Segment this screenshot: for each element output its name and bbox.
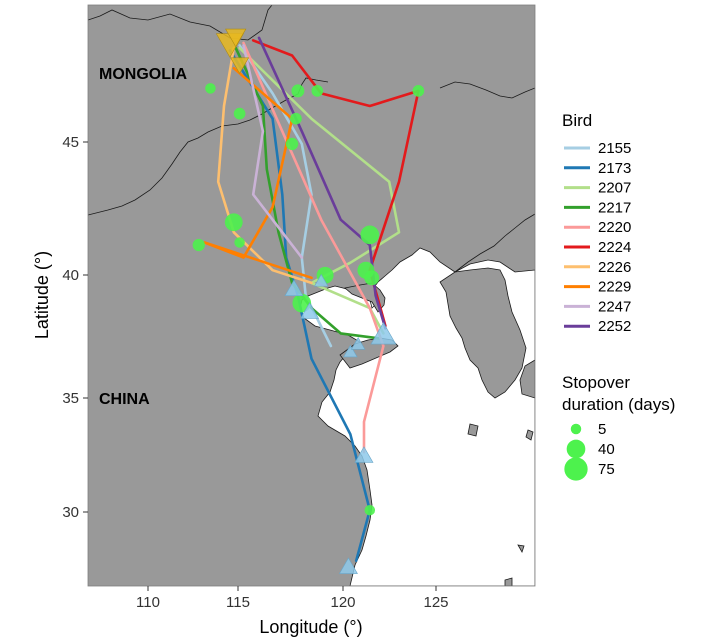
stopover-points (192, 83, 425, 516)
size-legend-dot (566, 439, 586, 459)
end-marker (338, 557, 358, 574)
y-axis-title: Latitude (°) (32, 251, 52, 339)
legend-label-2252: 2252 (598, 318, 631, 335)
stopover-point (224, 213, 243, 232)
korea-landmass (439, 267, 527, 399)
legend-label-2173: 2173 (598, 160, 631, 177)
stopover-point (311, 85, 324, 97)
legend-label-2217: 2217 (598, 199, 631, 216)
legend-label-2155: 2155 (598, 140, 631, 157)
x-tick-label: 125 (423, 594, 448, 611)
bird-legend-title: Bird (562, 111, 592, 130)
end-marker (350, 337, 366, 350)
size-legend-label: 5 (598, 421, 606, 438)
bird-legend: Bird 2155 2173 2207 2217 2220 2224 2226 2229 224… (562, 111, 631, 335)
x-tick-label: 110 (136, 594, 160, 611)
x-axis-title: Longitude (°) (259, 617, 362, 637)
start-marker (230, 57, 250, 75)
y-tick-label: 45 (62, 134, 79, 151)
x-axis: 110 115 120 125 Longitude (°) (136, 586, 449, 637)
stopover-point (290, 112, 302, 125)
stopover-point (360, 225, 380, 245)
track-2229 (203, 66, 313, 280)
island-shape (525, 429, 534, 441)
stopover-legend-title: Stopover (562, 373, 630, 392)
track-2224 (251, 39, 420, 328)
stopover-point (412, 85, 425, 97)
track-2247 (242, 44, 304, 259)
stopover-point (285, 137, 299, 151)
start-marker (225, 28, 247, 48)
end-marker (343, 344, 358, 358)
island-shape (517, 544, 525, 553)
x-tick-label: 115 (226, 594, 250, 611)
stopover-point (233, 107, 246, 120)
map-panel (88, 5, 535, 586)
y-tick-label: 30 (62, 504, 79, 521)
size-legend-label: 40 (598, 441, 615, 458)
end-marker (300, 302, 320, 319)
end-marker (354, 446, 374, 463)
stopover-legend-title: duration (days) (562, 395, 675, 414)
stopover-point (364, 504, 376, 516)
mongolia-label: MONGOLIA (99, 66, 187, 83)
island-shape (467, 423, 479, 437)
track-2217 (234, 46, 381, 340)
japan-landmass (519, 359, 535, 399)
track-2226 (216, 46, 313, 285)
end-marker (313, 273, 329, 287)
island-shape (504, 577, 513, 586)
migration-tracks (203, 36, 420, 563)
map-panel-frame (87, 4, 536, 587)
northern-border (88, 5, 273, 41)
y-tick-label: 35 (62, 390, 79, 407)
size-legend-dot (564, 457, 588, 481)
end-marker (370, 322, 397, 345)
stopover-point (364, 270, 380, 286)
legend-label-2229: 2229 (598, 279, 631, 296)
y-tick-label: 40 (62, 267, 79, 284)
legend-label-2207: 2207 (598, 180, 631, 197)
stopover-point (234, 237, 245, 248)
track-2220 (242, 41, 385, 454)
stopover-point (291, 84, 305, 98)
size-legend-dot (570, 423, 582, 435)
track-2207 (238, 46, 401, 335)
stopover-point (192, 238, 205, 252)
legend-label-2220: 2220 (598, 219, 631, 236)
start-end-markers (215, 28, 397, 574)
y-axis: 30 35 40 45 Latitude (°) (32, 134, 88, 521)
x-tick-label: 120 (330, 594, 355, 611)
end-marker (284, 279, 304, 297)
size-legend-label: 75 (598, 461, 615, 478)
china-label: CHINA (99, 391, 150, 408)
legend-label-2224: 2224 (598, 239, 631, 256)
stopover-legend: Stopover duration (days) 5 40 75 (562, 373, 675, 481)
legend-label-2247: 2247 (598, 298, 631, 315)
stopover-point (205, 83, 216, 94)
china-korea-border (454, 213, 535, 273)
northeast-border (439, 81, 535, 99)
legend-label-2226: 2226 (598, 259, 631, 276)
